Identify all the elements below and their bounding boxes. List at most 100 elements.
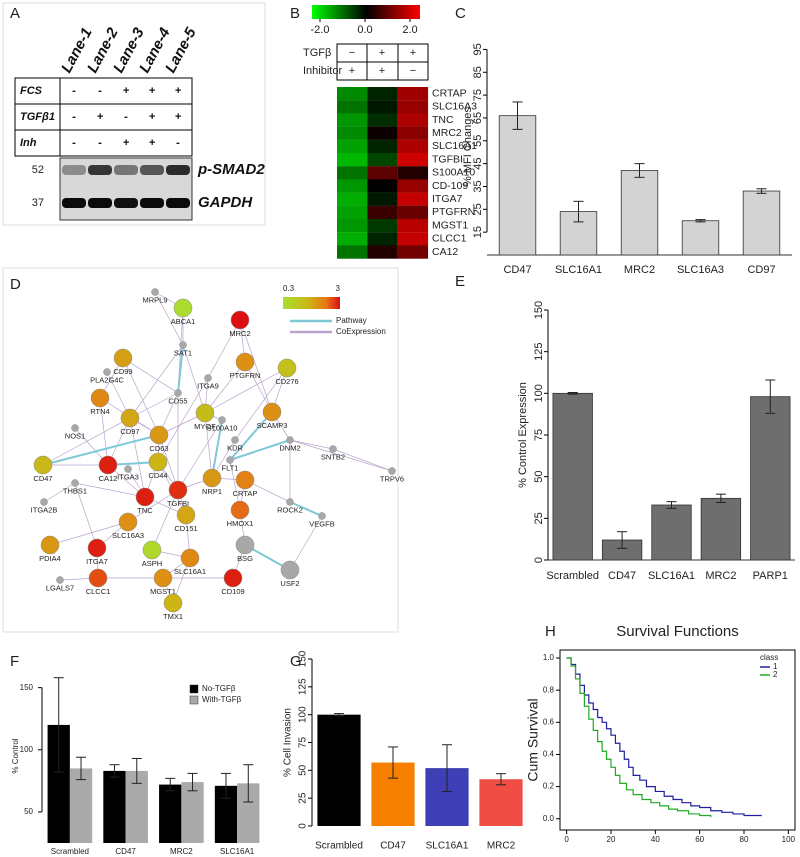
heat-cell <box>397 232 429 246</box>
coexpression-edge <box>289 439 334 450</box>
y-tick-label: 45 <box>472 158 484 170</box>
node-label: PLA2G4C <box>90 375 124 384</box>
bar <box>552 392 593 561</box>
pathway-edge <box>177 344 184 394</box>
bar <box>479 779 523 826</box>
network-node <box>163 593 183 613</box>
heat-cell <box>397 192 429 206</box>
heat-cell <box>397 166 429 180</box>
y-tick-label: 0.0 <box>543 814 555 823</box>
legend-swatch <box>189 684 199 694</box>
x-tick-label: SLC16A1 <box>555 264 602 276</box>
x-tick-label: 100 <box>782 835 796 844</box>
y-tick-label: 1.0 <box>543 653 555 662</box>
y-tick-label: 150 <box>533 301 545 319</box>
node-label: MRC2 <box>229 329 250 338</box>
row-label: FCS <box>20 85 43 97</box>
heat-cell <box>337 219 368 233</box>
panel-letter: E <box>455 273 465 290</box>
condition-sign: + <box>349 65 355 77</box>
coexpression-edge <box>204 361 246 414</box>
y-tick-label: 25 <box>533 512 545 524</box>
network-node <box>40 535 60 555</box>
network-node <box>286 436 294 444</box>
x-tick-label: Scrambled <box>315 841 363 852</box>
y-tick-label: 95 <box>472 43 484 55</box>
gene-label: CRTAP <box>432 87 467 99</box>
network-node <box>180 548 200 568</box>
panel-letter: D <box>10 276 21 293</box>
coexpression-edge <box>154 291 184 346</box>
network-node <box>33 455 53 475</box>
network-node <box>235 352 255 372</box>
condition-sign: + <box>379 65 385 77</box>
node-label: TRPV6 <box>380 474 404 483</box>
node-label: MGST1 <box>150 587 176 596</box>
coexpression-edge <box>49 521 129 546</box>
network-node <box>88 568 108 588</box>
condition-table <box>14 77 193 157</box>
bar <box>214 785 238 843</box>
coexpression-edge <box>74 482 98 549</box>
network-node <box>230 310 250 330</box>
gene-label: CLCC1 <box>432 233 467 245</box>
scale-label: 3 <box>336 284 341 293</box>
y-tick-label: 100 <box>533 384 545 402</box>
colorbar-label: 2.0 <box>402 24 417 36</box>
bar <box>651 504 692 561</box>
node-label: CD109 <box>221 587 244 596</box>
heat-cell <box>337 232 368 246</box>
network-node <box>98 455 118 475</box>
condition-sign: - <box>72 85 76 97</box>
node-label: FLT1 <box>222 463 239 472</box>
node-label: SCAMP3 <box>257 421 288 430</box>
y-tick-label: 85 <box>472 66 484 78</box>
gene-label: CD-109 <box>432 180 468 192</box>
node-label: HMOX1 <box>227 519 254 528</box>
network-node <box>113 348 133 368</box>
heat-cell <box>337 179 368 193</box>
network-node <box>87 538 107 558</box>
blot-band <box>88 165 112 175</box>
y-axis-title: % Control Expression <box>517 382 529 488</box>
y-axis-title: % MFI Changes <box>462 107 474 186</box>
colorbar-label: -2.0 <box>311 24 330 36</box>
heat-cell <box>367 113 398 127</box>
node-label: RTN4 <box>90 407 109 416</box>
heat-cell <box>337 87 368 101</box>
panel-letter: G <box>290 653 302 670</box>
node-label: CD47 <box>33 474 52 483</box>
y-tick-label: 0.8 <box>543 685 555 694</box>
condition-label: TGFβ <box>303 47 331 59</box>
network-node <box>168 480 188 500</box>
network-node <box>202 468 222 488</box>
bar <box>159 784 182 843</box>
y-tick-label: 150 <box>20 683 34 692</box>
coexpression-edge <box>42 417 131 466</box>
coexpression-edge <box>127 489 179 523</box>
network-node <box>118 512 138 532</box>
network-node <box>218 416 226 424</box>
x-tick-label: CD47 <box>608 570 636 582</box>
gene-label: TGFBI <box>432 153 463 165</box>
bar <box>620 170 659 256</box>
y-tick-label: 125 <box>298 678 309 695</box>
legend-label: 1 <box>773 662 778 671</box>
gene-label: PTGFRN <box>432 206 475 218</box>
node-label: CD55 <box>168 396 187 405</box>
bar <box>181 782 204 843</box>
condition-sign: + <box>175 111 182 123</box>
network-node <box>90 388 110 408</box>
heat-cell <box>337 153 368 167</box>
pathway-edge <box>211 419 223 479</box>
panel-a-frame <box>2 2 266 226</box>
bar <box>681 220 720 256</box>
x-tick-label: 40 <box>651 835 660 844</box>
node-label: PTGFRN <box>230 371 261 380</box>
network-node <box>388 467 396 475</box>
y-tick-label: 50 <box>533 471 545 483</box>
pathway-edge <box>229 439 291 461</box>
panel-letter: H <box>545 623 556 640</box>
condition-sign: + <box>97 111 104 123</box>
